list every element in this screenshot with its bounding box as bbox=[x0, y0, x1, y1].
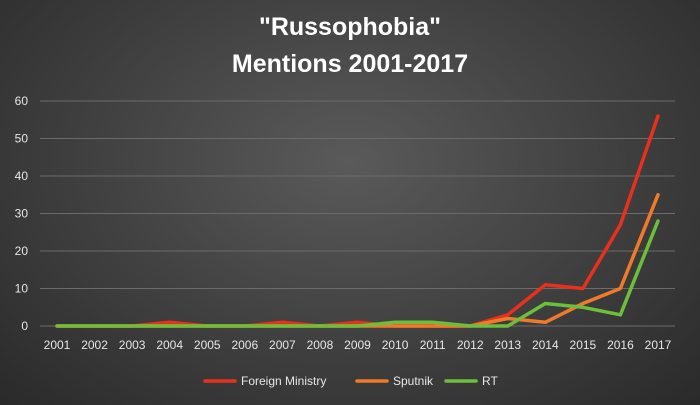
x-tick-label: 2008 bbox=[307, 338, 334, 352]
x-tick-label: 2002 bbox=[81, 338, 108, 352]
series-lines bbox=[55, 114, 660, 328]
x-tick-label: 2010 bbox=[382, 338, 409, 352]
series-line-foreign-ministry bbox=[55, 114, 660, 328]
x-tick-label: 2017 bbox=[645, 338, 672, 352]
x-tick-label: 2001 bbox=[44, 338, 71, 352]
x-tick-label: 2012 bbox=[457, 338, 484, 352]
x-axis-ticks: 2001 2002 2003 2004 2005 2006 2007 2008 2009 2010… bbox=[44, 338, 672, 352]
x-tick-label: 2005 bbox=[194, 338, 221, 352]
series-line-rt bbox=[55, 219, 660, 328]
x-tick-label: 2016 bbox=[607, 338, 634, 352]
gridlines bbox=[40, 100, 675, 327]
x-tick-label: 2011 bbox=[420, 338, 446, 352]
legend: Foreign Ministry Sputnik RT bbox=[203, 374, 498, 388]
y-tick-label: 20 bbox=[15, 244, 29, 258]
x-tick-label: 2009 bbox=[344, 338, 371, 352]
x-tick-label: 2007 bbox=[269, 338, 296, 352]
legend-label: Sputnik bbox=[393, 374, 434, 388]
chart-title: "Russophobia" bbox=[259, 13, 441, 41]
y-tick-label: 10 bbox=[15, 282, 29, 296]
legend-label: Foreign Ministry bbox=[241, 374, 326, 388]
chart-subtitle: Mentions 2001-2017 bbox=[232, 50, 468, 78]
x-tick-label: 2014 bbox=[532, 338, 559, 352]
x-tick-label: 2015 bbox=[570, 338, 597, 352]
y-axis-ticks: 0 10 20 30 40 50 60 bbox=[15, 94, 29, 333]
x-tick-label: 2013 bbox=[494, 338, 521, 352]
y-tick-label: 30 bbox=[15, 207, 29, 221]
legend-label: RT bbox=[482, 374, 498, 388]
x-tick-label: 2006 bbox=[231, 338, 258, 352]
x-tick-label: 2003 bbox=[119, 338, 146, 352]
y-tick-label: 40 bbox=[15, 169, 29, 183]
y-tick-label: 50 bbox=[15, 132, 29, 146]
y-tick-label: 60 bbox=[15, 94, 29, 108]
x-tick-label: 2004 bbox=[156, 338, 183, 352]
y-tick-label: 0 bbox=[21, 319, 28, 333]
